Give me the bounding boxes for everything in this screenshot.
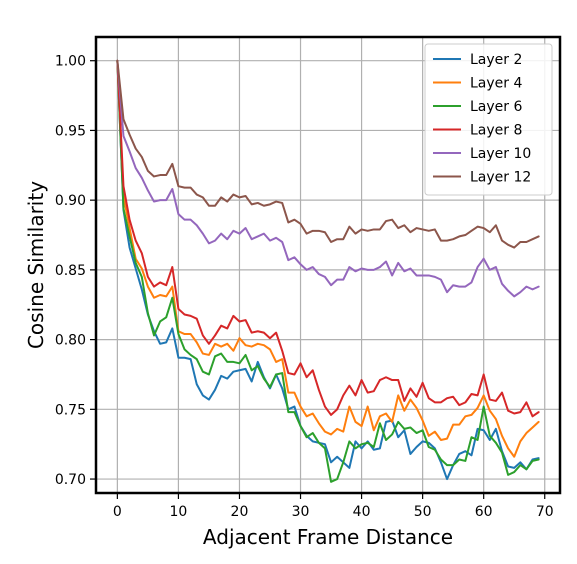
y-tick-label: 0.85	[55, 263, 86, 279]
y-tick-label: 0.90	[55, 193, 86, 209]
y-tick-label: 1.00	[55, 54, 86, 70]
y-tick-label: 0.95	[55, 123, 86, 139]
series-line-layer-8	[116, 59, 540, 418]
series-line-layer-12	[116, 59, 540, 249]
legend-label: Layer 10	[470, 146, 531, 162]
x-tick-label: 0	[113, 504, 122, 520]
axis-ticks: 0 10 20 30 40 50 60 70 0.70 0.75 0.80 0.85 0.90 0.95 1…	[55, 54, 554, 520]
y-tick-label: 0.75	[55, 402, 86, 418]
x-tick-label: 20	[231, 504, 249, 520]
x-tick-label: 40	[353, 504, 371, 520]
legend-label: Layer 12	[470, 170, 531, 186]
series-line-layer-4	[116, 59, 540, 458]
y-tick-label: 0.80	[55, 333, 86, 349]
series-line-layer-2	[116, 59, 540, 481]
legend-label: Layer 2	[470, 52, 522, 68]
legend-label: Layer 8	[470, 123, 522, 139]
series-lines	[116, 59, 540, 483]
x-tick-label: 50	[414, 504, 432, 520]
legend: Layer 2 Layer 4 Layer 6 Layer 8 Layer 10 Laye…	[424, 43, 553, 196]
x-tick-label: 30	[292, 504, 310, 520]
series-line-layer-6	[116, 59, 540, 483]
x-tick-label: 10	[170, 504, 188, 520]
y-axis-label: Cosine Similarity	[24, 181, 48, 349]
y-tick-label: 0.70	[55, 472, 86, 488]
x-axis-label: Adjacent Frame Distance	[203, 525, 453, 549]
series-line-layer-10	[116, 59, 540, 298]
legend-label: Layer 6	[470, 99, 522, 115]
x-tick-label: 60	[475, 504, 493, 520]
plot-frame	[94, 35, 562, 495]
legend-label: Layer 4	[470, 76, 522, 92]
x-tick-label: 70	[536, 504, 554, 520]
